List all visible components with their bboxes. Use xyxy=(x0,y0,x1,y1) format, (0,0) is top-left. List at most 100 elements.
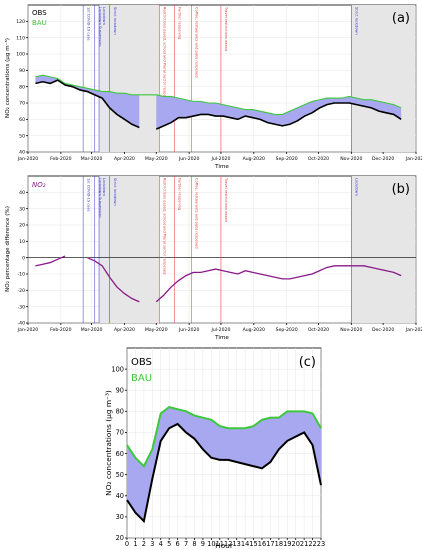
pb-xtick-label-8: Sep-2020 xyxy=(276,327,298,333)
pa-xtick-label-10: Nov-2020 xyxy=(340,156,362,162)
pa-event-label-2: Lockdown xyxy=(102,7,106,25)
pa-event-label-7: Travel restrictions eased xyxy=(224,6,228,51)
pb-xtick-label-2: Mar-2020 xyxy=(81,327,103,333)
pc-xtick-label-21: 21 xyxy=(300,540,308,548)
pb-event-label-2: Lockdown xyxy=(102,178,106,196)
pa-xtick-label-3: Apr-2020 xyxy=(114,156,135,162)
pc-xtick-label-13: 13 xyxy=(232,540,240,548)
pb-event-label-4: Restrictions eased, school and Plural se… xyxy=(163,178,167,274)
pb-ytick-label-1: -30 xyxy=(17,304,25,310)
pa-series-1-line-0 xyxy=(35,74,402,115)
pa-event-label-1: Lockdown Suspension xyxy=(98,7,102,47)
panel-b: 1st COVID-19 case Lockdown Suspension Lock… xyxy=(5,175,422,341)
pc-xtick-label-20: 20 xyxy=(292,540,300,548)
pc-ytick-label-3: 50 xyxy=(116,471,124,479)
pb-event-label-3: Strict lockdown xyxy=(113,178,117,206)
pc-xtick-label-11: 11 xyxy=(216,540,224,548)
pa-series-0-line-1 xyxy=(155,102,402,130)
pc-xtick-label-6: 6 xyxy=(176,540,180,548)
pb-event-label-5: Further reopening xyxy=(177,178,181,210)
pa-event-label-6: Coffee, restaurants and pubs reopened xyxy=(194,7,198,77)
pb-ytick-label-7: 30 xyxy=(19,206,25,212)
pc-ytick-label-5: 70 xyxy=(116,429,124,437)
pb-ytick-label-0: -40 xyxy=(17,321,25,327)
pb-shaded-period-0 xyxy=(99,176,160,323)
panel-c-label: (c) xyxy=(299,355,316,370)
pc-xtick-label-23: 23 xyxy=(317,540,325,548)
pa-event-label-3: Strict lockdown xyxy=(113,7,117,35)
pa-event-label-4: Restrictions eased, school and Plural se… xyxy=(163,7,167,103)
pa-ytick-label-5: 90 xyxy=(19,68,25,74)
panel-b-label: (b) xyxy=(392,182,410,197)
legend-bau-c: BAU xyxy=(131,373,152,384)
xlabel-b: Time xyxy=(214,335,229,341)
pa-xtick-label-9: Oct-2020 xyxy=(308,156,329,162)
pa-xtick-label-4: May-2020 xyxy=(145,156,168,162)
pa-ytick-label-3: 70 xyxy=(19,101,25,107)
pc-ytick-label-7: 90 xyxy=(116,386,124,394)
pc-series-0-line xyxy=(126,422,322,524)
pb-event-label-1: Lockdown Suspension xyxy=(98,178,102,218)
legend-obs-c: OBS xyxy=(131,357,152,368)
pb-xtick-label-5: Jun-2020 xyxy=(178,327,200,333)
pb-xtick-label-7: Aug-2020 xyxy=(243,327,265,333)
pa-ytick-label-7: 110 xyxy=(16,35,25,41)
pb-xtick-label-3: Apr-2020 xyxy=(114,327,135,333)
ylabel-b: NO₂ percentage difference (%) xyxy=(5,206,11,292)
pc-xtick-label-22: 22 xyxy=(308,540,316,548)
pb-ytick-label-8: 40 xyxy=(19,190,25,196)
pc-xtick-label-17: 17 xyxy=(266,540,274,548)
pb-xtick-label-1: Feb-2020 xyxy=(50,327,72,333)
pb-event-label-0: 1st COVID-19 case xyxy=(86,178,90,212)
legend-no2-b: NO₂ xyxy=(32,181,46,189)
pc-xtick-label-3: 3 xyxy=(150,540,154,548)
pa-ytick-label-2: 60 xyxy=(19,117,25,123)
pb-ytick-label-6: 20 xyxy=(19,223,25,229)
pa-ytick-label-6: 100 xyxy=(16,52,25,58)
panel-a-label: (a) xyxy=(392,11,410,26)
pa-xtick-label-6: Jul-2020 xyxy=(210,156,230,162)
pb-ytick-label-4: 0 xyxy=(22,255,25,261)
pc-ytick-label-2: 40 xyxy=(116,492,124,500)
pc-xtick-label-4: 4 xyxy=(159,540,163,548)
pb-xtick-label-9: Oct-2020 xyxy=(308,327,329,333)
pc-xtick-label-16: 16 xyxy=(258,540,266,548)
pa-ytick-label-4: 80 xyxy=(19,84,25,90)
pc-ytick-label-1: 30 xyxy=(116,513,124,521)
pc-xtick-label-9: 9 xyxy=(201,540,205,548)
pa-xtick-label-2: Mar-2020 xyxy=(81,156,103,162)
legend-obs-a: OBS xyxy=(32,9,47,17)
pc-xtick-label-5: 5 xyxy=(167,540,171,548)
ylabel-a: NO₂ concentrations (µg m⁻³) xyxy=(4,38,11,118)
pb-event-label-8: Lockdown xyxy=(355,178,359,196)
pb-ytick-label-2: -20 xyxy=(17,288,25,294)
pc-xtick-label-2: 2 xyxy=(142,540,146,548)
pc-xtick-label-10: 10 xyxy=(207,540,215,548)
pc-xtick-label-14: 14 xyxy=(241,540,249,548)
pc-xtick-label-1: 1 xyxy=(133,540,137,548)
pc-xtick-label-7: 7 xyxy=(184,540,188,548)
pb-series-0-line-0 xyxy=(35,255,66,267)
pa-event-label-0: 1st COVID-19 case xyxy=(86,7,90,41)
pc-xtick-label-19: 19 xyxy=(283,540,291,548)
pb-series-0-line-1 xyxy=(87,257,140,303)
pa-xtick-label-8: Sep-2020 xyxy=(276,156,298,162)
pb-xtick-label-0: Jan-2020 xyxy=(17,327,39,333)
pa-event-label-8: Strict lockdown xyxy=(355,7,359,35)
pc-ytick-label-0: 20 xyxy=(116,534,124,542)
pa-xtick-label-7: Aug-2020 xyxy=(243,156,265,162)
pc-fill-between xyxy=(127,407,321,522)
pc-xtick-label-12: 12 xyxy=(224,540,232,548)
pa-xtick-label-11: Dec-2020 xyxy=(372,156,394,162)
pb-series-0-line-2 xyxy=(155,265,402,303)
pb-event-label-6: Coffee, restaurants and pubs reopened xyxy=(194,178,198,248)
pc-ytick-label-6: 80 xyxy=(116,408,124,416)
pc-ytick-label-4: 60 xyxy=(116,450,124,458)
pc-ytick-label-8: 100 xyxy=(111,365,124,373)
pa-series-0-line-0 xyxy=(35,79,140,129)
pa-ytick-label-8: 120 xyxy=(16,19,25,25)
pa-ytick-label-1: 50 xyxy=(19,133,25,139)
